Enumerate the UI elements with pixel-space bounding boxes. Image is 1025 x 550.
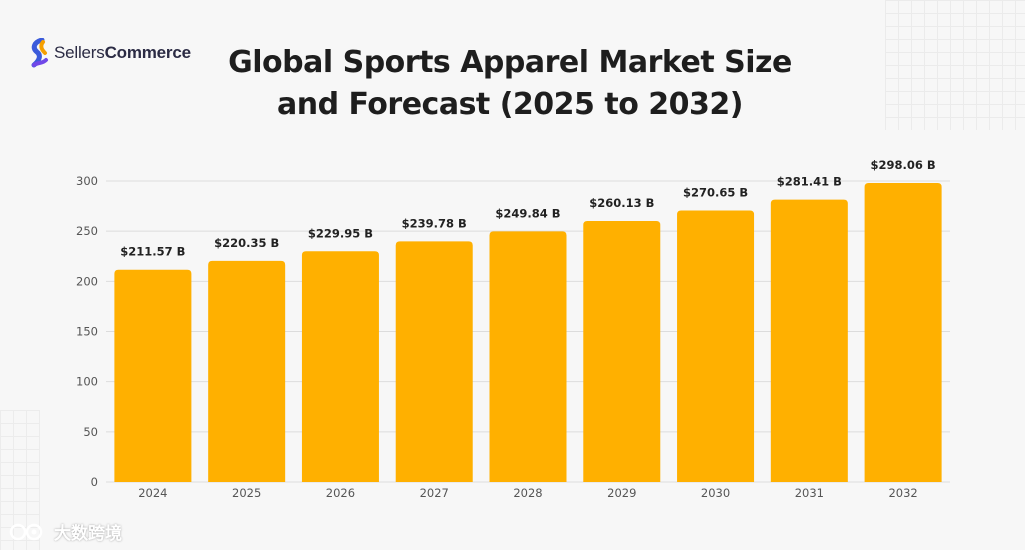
bar-2028 xyxy=(489,231,567,482)
x-tick-label-2027: 2027 xyxy=(420,486,449,500)
data-label-2027: $239.78 B xyxy=(402,216,467,230)
x-tick-label-2029: 2029 xyxy=(607,486,636,500)
watermark: 大数跨境 xyxy=(8,519,122,544)
bar-2030 xyxy=(677,210,755,483)
brand-logo: SellersCommerce xyxy=(28,38,191,68)
brand-name: SellersCommerce xyxy=(54,43,191,63)
x-tick-label-2028: 2028 xyxy=(513,486,542,500)
data-label-2030: $270.65 B xyxy=(683,185,748,199)
x-tick-label-2026: 2026 xyxy=(326,486,355,500)
chart-title-line2: and Forecast (2025 to 2032) xyxy=(277,87,743,122)
x-tick-label-2024: 2024 xyxy=(138,486,167,500)
x-tick-label-2030: 2030 xyxy=(701,486,730,500)
y-tick-label-200: 200 xyxy=(76,274,98,288)
data-label-2032: $298.06 B xyxy=(871,158,936,172)
bar-2026 xyxy=(301,251,379,482)
y-tick-label-300: 300 xyxy=(76,174,98,188)
watermark-text: 大数跨境 xyxy=(54,524,122,544)
x-tick-label-2025: 2025 xyxy=(232,486,261,500)
y-tick-label-100: 100 xyxy=(76,375,98,389)
data-label-2026: $229.95 B xyxy=(308,226,373,240)
bar-2027 xyxy=(395,241,473,482)
bar-2029 xyxy=(583,221,661,482)
data-label-2028: $249.84 B xyxy=(495,206,560,220)
x-tick-label-2032: 2032 xyxy=(888,486,917,500)
chart-title-line1: Global Sports Apparel Market Size xyxy=(228,45,792,80)
bar-2025 xyxy=(208,260,286,482)
brand-name-light: Sellers xyxy=(54,43,105,62)
decorative-grid-top-right xyxy=(885,0,1025,130)
y-tick-label-50: 50 xyxy=(83,425,98,439)
y-tick-label-0: 0 xyxy=(91,475,98,489)
watermark-logo-icon xyxy=(9,523,43,540)
y-tick-label-250: 250 xyxy=(76,224,98,238)
data-label-2025: $220.35 B xyxy=(214,236,279,250)
y-tick-label-150: 150 xyxy=(76,325,98,339)
sellerscommerce-logo-icon xyxy=(31,38,48,68)
chart-title: Global Sports Apparel Market Size and Fo… xyxy=(200,42,820,126)
bar-2032 xyxy=(864,182,942,482)
data-label-2024: $211.57 B xyxy=(120,245,185,259)
brand-name-bold: Commerce xyxy=(104,43,191,62)
bar-2024 xyxy=(114,269,192,482)
bar-2031 xyxy=(770,199,848,482)
data-label-2029: $260.13 B xyxy=(589,196,654,210)
data-label-2031: $281.41 B xyxy=(777,175,842,189)
x-tick-label-2031: 2031 xyxy=(795,486,824,500)
decorative-grid-bottom-left xyxy=(0,410,40,550)
